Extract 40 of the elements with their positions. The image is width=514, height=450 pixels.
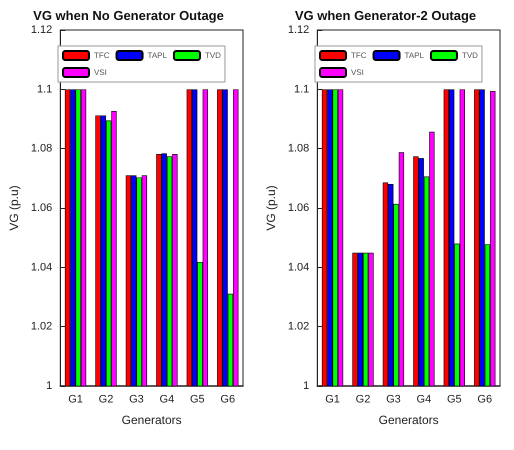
y-tick-label: 1.1	[294, 83, 310, 96]
x-tick-label: G5	[446, 394, 462, 406]
y-tick-label: 1.04	[30, 261, 52, 274]
x-tick-label: G2	[356, 394, 370, 406]
x-tick-label: G4	[416, 394, 432, 406]
y-tick-label: 1.12	[30, 24, 52, 36]
y-tick-label: 1.08	[30, 142, 52, 155]
y-tick-label: 1	[46, 380, 52, 392]
y-tick-label: 1.02	[288, 320, 310, 333]
chart-title: VG when Generator-2 Outage	[294, 8, 476, 23]
y-tick-label: 1	[303, 380, 310, 392]
y-tick-label: 1.1	[37, 83, 52, 96]
y-tick-label: 1.08	[288, 142, 310, 155]
x-axis-title: Generators	[122, 413, 182, 427]
legend-label: TFC	[351, 51, 367, 60]
x-tick-label: G1	[68, 394, 83, 406]
y-tick-label: 1.06	[288, 202, 310, 214]
legend-label: TVD	[462, 51, 478, 60]
y-tick-label: 1.06	[30, 202, 52, 214]
x-tick-label: G5	[190, 394, 205, 406]
legend-label: TAPL	[404, 51, 425, 60]
legend-label: TAPL	[148, 51, 168, 60]
y-tick-label: 1.02	[30, 320, 52, 333]
y-axis-title: VG (p.u)	[7, 185, 21, 231]
x-tick-label: G4	[160, 394, 174, 406]
legend-label: TFC	[94, 51, 110, 60]
x-tick-label: G1	[325, 394, 340, 406]
y-tick-label: 1.12	[288, 24, 310, 36]
legend-label: VSI	[94, 68, 107, 77]
x-axis-title: Generators	[378, 413, 439, 427]
chart-title: VG when No Generator Outage	[33, 8, 224, 23]
legend-label: VSI	[351, 68, 364, 77]
x-tick-label: G2	[98, 394, 114, 406]
legend-label: TVD	[204, 51, 222, 60]
x-tick-label: G3	[386, 394, 401, 406]
y-axis-title: VG (p.u)	[264, 185, 278, 231]
y-tick-label: 1.04	[288, 261, 310, 274]
x-tick-label: G3	[129, 394, 144, 406]
x-tick-label: G6	[220, 394, 236, 406]
x-tick-label: G6	[477, 394, 492, 406]
